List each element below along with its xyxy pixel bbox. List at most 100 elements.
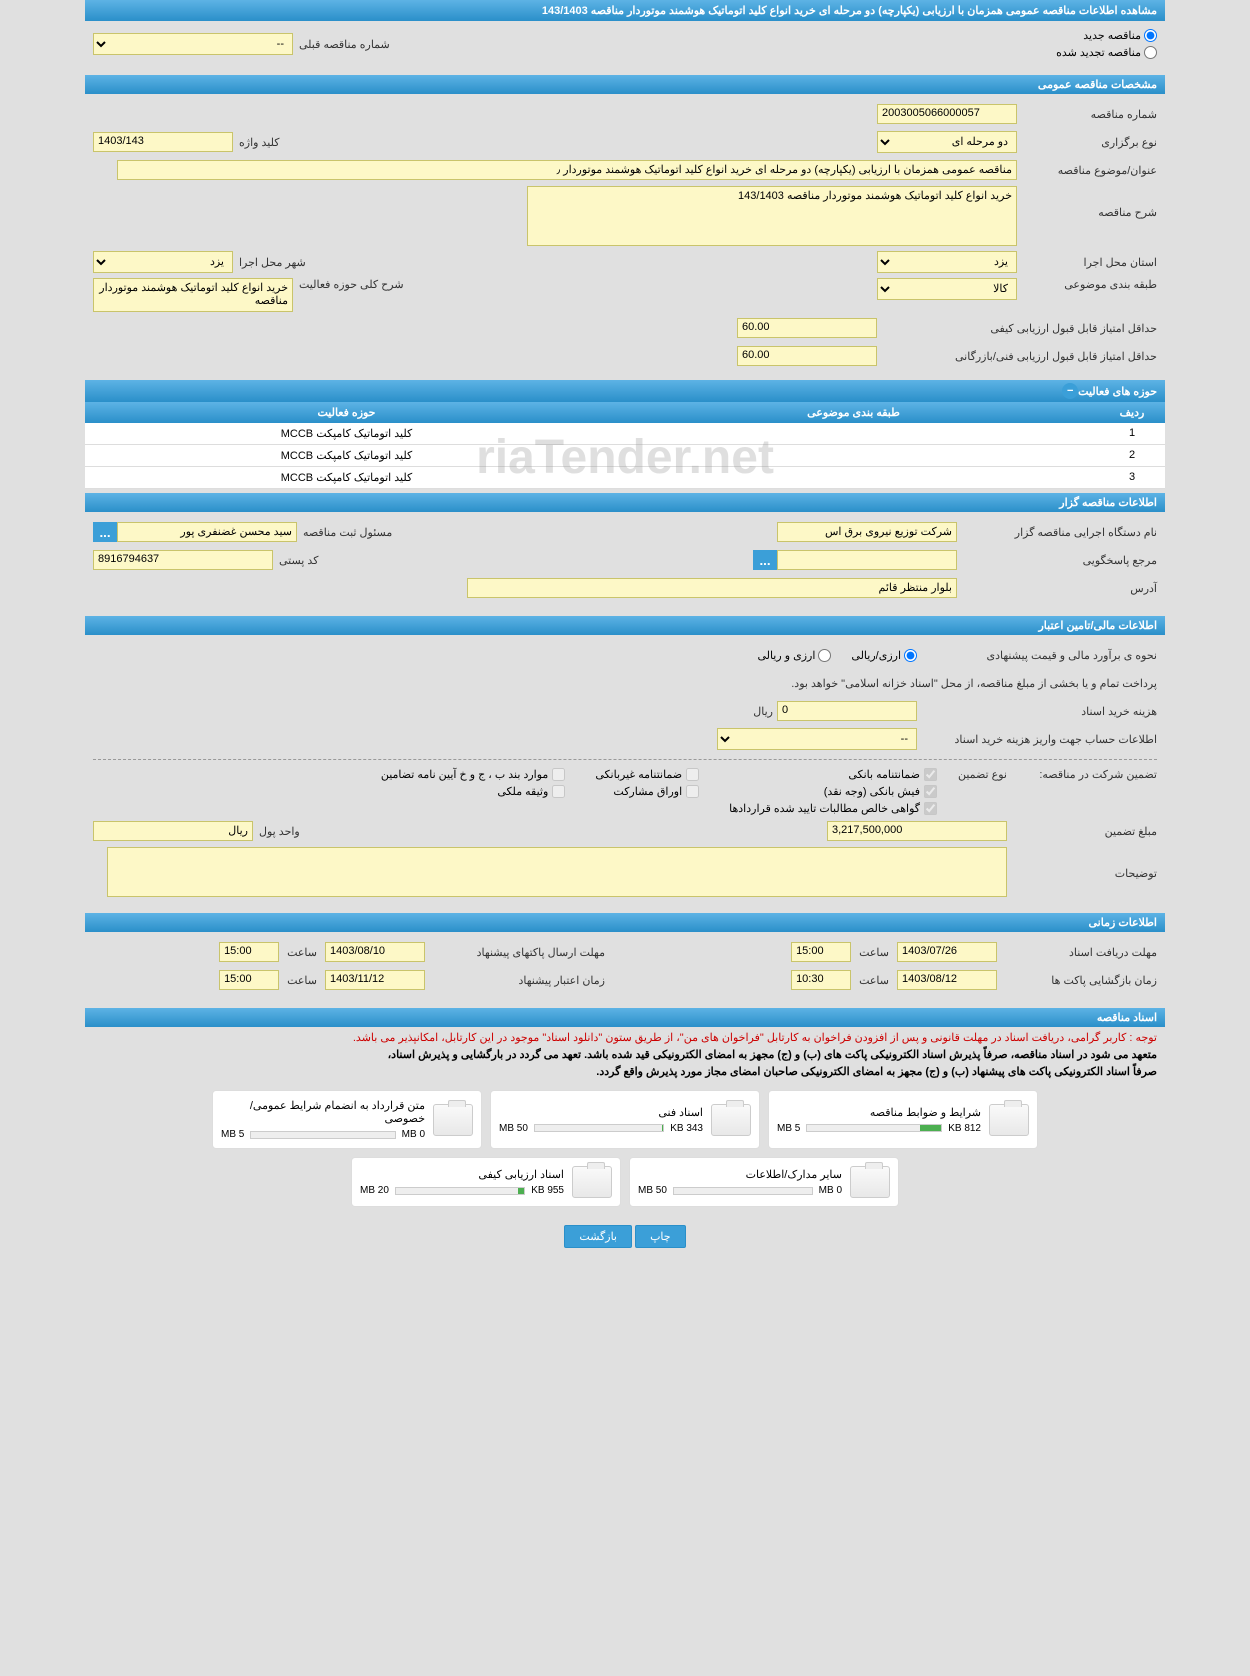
g3[interactable]: موارد بند ب ، ج و خ آیین نامه تضامین (381, 768, 565, 781)
cat-label: طبقه بندی موضوعی (1017, 278, 1157, 291)
ref-lookup-button[interactable]: ... (753, 550, 777, 570)
est-opt1[interactable]: ارزی/ریالی (851, 649, 917, 662)
doc-box[interactable]: متن قرارداد به انضمام شرایط عمومی/خصوصی0… (212, 1090, 482, 1149)
doc-cap: 5 MB (777, 1123, 800, 1134)
doc-box[interactable]: اسناد ارزیابی کیفی 955 KB 20 MB (351, 1157, 621, 1207)
g4[interactable]: فیش بانکی (وجه نقد) (729, 785, 937, 798)
section-financial: اطلاعات مالی/تامین اعتبار (85, 616, 1165, 635)
g7[interactable]: گواهی خالص مطالبات تایید شده قراردادها (729, 802, 937, 815)
table-row: 1کلید اتوماتیک کامپکت MCCB (85, 423, 1165, 445)
open-time-label: ساعت (851, 974, 897, 987)
doc-info: سایر مدارک/اطلاعات0 MB50 MB (638, 1168, 842, 1196)
radio-new-input[interactable] (1144, 29, 1157, 42)
exec-city-label: شهر محل اجرا (233, 256, 306, 269)
progress-bar (806, 1124, 942, 1132)
valid-date: 1403/11/12 (325, 970, 425, 990)
deposit-select[interactable]: -- (717, 728, 917, 750)
est-label: نحوه ی برآورد مالی و قیمت پیشنهادی (917, 649, 1157, 662)
row-idx: 1 (1107, 427, 1157, 440)
progress-bar (250, 1131, 395, 1139)
row-idx: 2 (1107, 449, 1157, 462)
type-select[interactable]: دو مرحله ای (877, 131, 1017, 153)
exec-prov-label: استان محل اجرا (1017, 256, 1157, 269)
send-time: 15:00 (219, 942, 279, 962)
g5[interactable]: اوراق مشارکت (595, 785, 699, 798)
send-label: مهلت ارسال پاکتهای پیشنهاد (425, 946, 605, 959)
g6-cb (552, 785, 565, 798)
doc-title: اسناد فنی (499, 1106, 703, 1119)
send-date: 1403/08/10 (325, 942, 425, 962)
g2[interactable]: ضمانتنامه غیربانکی (595, 768, 699, 781)
progress-bar (673, 1187, 813, 1195)
resp-lookup-button[interactable]: ... (93, 522, 117, 542)
recv-date: 1403/07/26 (897, 942, 997, 962)
radio-new-label: مناقصه جدید (1083, 29, 1141, 42)
resp-label: مسئول ثبت مناقصه (297, 526, 392, 539)
black-note1: متعهد می شود در اسناد مناقصه، صرفاً پذیر… (85, 1048, 1165, 1065)
row-act: کلید اتوماتیک کامپکت MCCB (93, 449, 600, 462)
g1[interactable]: ضمانتنامه بانکی (729, 768, 937, 781)
recv-label: مهلت دریافت اسناد (997, 946, 1157, 959)
doc-title: اسناد ارزیابی کیفی (360, 1168, 564, 1181)
g6[interactable]: وثیقه ملکی (381, 785, 565, 798)
ref-label: مرجع پاسخگویی (957, 554, 1157, 567)
g3-label: موارد بند ب ، ج و خ آیین نامه تضامین (381, 768, 548, 781)
notes-label: توضیحات (1007, 847, 1157, 880)
open-date: 1403/08/12 (897, 970, 997, 990)
mintech-label: حداقل امتیاز قابل قبول ارزیابی فنی/بازرگ… (877, 350, 1157, 363)
post-value: 8916794637 (93, 550, 273, 570)
org-value: شرکت توزیع نیروی برق اس (777, 522, 957, 542)
folder-icon (850, 1166, 890, 1198)
doc-info: اسناد ارزیابی کیفی 955 KB 20 MB (360, 1168, 564, 1196)
radio-new-tender[interactable]: مناقصه جدید (1083, 29, 1157, 42)
radio-renew-input[interactable] (1144, 46, 1157, 59)
scope-label: شرح کلی حوزه فعالیت (293, 278, 404, 291)
amt-value: 3,217,500,000 (827, 821, 1007, 841)
est-opt2-input[interactable] (818, 649, 831, 662)
mintech-value: 60.00 (737, 346, 877, 366)
post-label: کد پستی (273, 554, 318, 567)
g2-label: ضمانتنامه غیربانکی (595, 768, 682, 781)
doc-size: 955 KB (531, 1185, 564, 1196)
back-button[interactable]: بازگشت (564, 1225, 632, 1248)
addr-label: آدرس (957, 582, 1157, 595)
divider (93, 759, 1157, 760)
radio-renew-tender[interactable]: مناقصه تجدید شده (1056, 46, 1157, 59)
doc-cap: 20 MB (360, 1185, 389, 1196)
g1-cb (924, 768, 937, 781)
activities-title: حوزه های فعالیت − (85, 380, 1165, 402)
est-opt1-input[interactable] (904, 649, 917, 662)
cat-select[interactable]: کالا (877, 278, 1017, 300)
prev-tender-label: شماره مناقصه قبلی (293, 38, 390, 51)
desc-label: شرح مناقصه (1017, 186, 1157, 219)
g5-cb (686, 785, 699, 798)
doc-box[interactable]: سایر مدارک/اطلاعات0 MB50 MB (629, 1157, 899, 1207)
g4-label: فیش بانکی (وجه نقد) (824, 785, 920, 798)
amt-label: مبلغ تضمین (1007, 825, 1157, 838)
ref-value (777, 550, 957, 570)
activity-table-header: ردیف طبقه بندی موضوعی حوزه فعالیت (85, 402, 1165, 423)
doc-title: سایر مدارک/اطلاعات (638, 1168, 842, 1181)
section-docs: اسناد مناقصه (85, 1008, 1165, 1027)
row-cat (600, 427, 1107, 440)
table-row: 3کلید اتوماتیک کامپکت MCCB (85, 467, 1165, 489)
section-general: مشخصات مناقصه عمومی (85, 75, 1165, 94)
g3-cb (552, 768, 565, 781)
recv-time-label: ساعت (851, 946, 897, 959)
g4-cb (924, 785, 937, 798)
exec-city-select[interactable]: یزد (93, 251, 233, 273)
collapse-icon[interactable]: − (1062, 383, 1078, 399)
exec-prov-select[interactable]: یزد (877, 251, 1017, 273)
doc-box[interactable]: اسناد فنی343 KB50 MB (490, 1090, 760, 1149)
resp-value: سید محسن غضنفری پور (117, 522, 297, 542)
folder-icon (711, 1104, 751, 1136)
doc-box[interactable]: شرایط و ضوابط مناقصه812 KB5 MB (768, 1090, 1038, 1149)
page-title: مشاهده اطلاعات مناقصه عمومی همزمان با ار… (85, 0, 1165, 21)
doc-title: شرایط و ضوابط مناقصه (777, 1106, 981, 1119)
print-button[interactable]: چاپ (635, 1225, 686, 1248)
progress-bar (395, 1187, 525, 1195)
prev-tender-select[interactable]: -- (93, 33, 293, 55)
org-label: نام دستگاه اجرایی مناقصه گزار (957, 526, 1157, 539)
est-opt2[interactable]: ارزی و ریالی (757, 649, 831, 662)
doc-cap: 5 MB (221, 1129, 244, 1140)
